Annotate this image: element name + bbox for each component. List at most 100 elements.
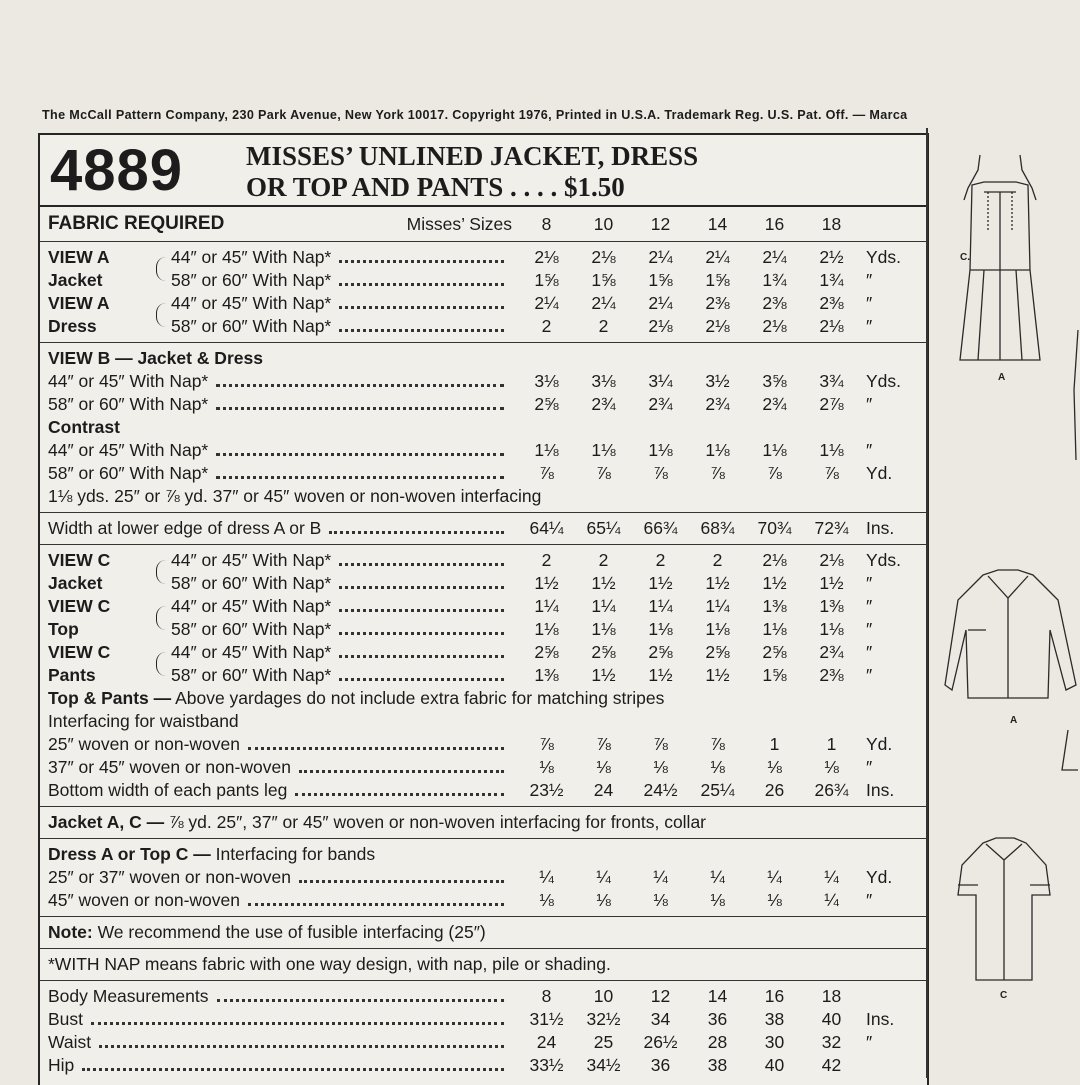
value: 2⅝ (534, 642, 559, 662)
value: 2¾ (819, 642, 844, 662)
unit: Yds. (866, 550, 902, 570)
view-label: A (1010, 715, 1017, 726)
view-tag: VIEW A (48, 293, 110, 313)
value: 1 (826, 734, 837, 754)
brace (156, 303, 167, 315)
yardage-row: Body Measurements 8 10 12 14 16 18 (40, 985, 927, 1008)
value: 2¾ (762, 394, 787, 414)
value: 2 (598, 550, 609, 570)
size: 12 (650, 213, 671, 234)
unit: ″ (866, 573, 873, 593)
value: 34 (650, 1009, 671, 1029)
dot-leader (216, 476, 504, 479)
row-label: 44″ or 45″ With Nap* (171, 550, 332, 570)
value: 2⅝ (762, 642, 787, 662)
label-cell: VIEW A 44″ or 45″ With Nap* (40, 292, 518, 315)
value: 2¼ (705, 247, 730, 267)
value: 1⅛ (591, 440, 616, 460)
value: 34½ (586, 1055, 621, 1075)
pattern-table: 4889 MISSES’ UNLINED JACKET, DRESS OR TO… (38, 133, 929, 1085)
unit: ″ (866, 596, 873, 616)
row-label: 45″ woven or non-woven (48, 890, 241, 910)
value: 3⅝ (762, 371, 787, 391)
value: 2 (541, 550, 552, 570)
row-label: 44″ or 45″ With Nap* (171, 293, 332, 313)
value: 2⅛ (648, 316, 673, 336)
value: 2⅛ (705, 316, 730, 336)
value: 2¼ (534, 293, 559, 313)
yardage-row: VIEW C 44″ or 45″ With Nap* 2 2 2 2 2⅛ 2⅛ Yds. (40, 549, 927, 572)
yardage-row: 44″ or 45″ With Nap* 1⅛ 1⅛ 1⅛ 1⅛ 1⅛ 1⅛ ″ (40, 439, 927, 462)
value: 24½ (643, 780, 678, 800)
value: 2¼ (762, 247, 787, 267)
row-label: 58″ or 60″ With Nap* (171, 316, 332, 336)
value: 1⅜ (534, 665, 559, 685)
dot-leader (339, 678, 504, 681)
yardage-row: VIEW C 44″ or 45″ With Nap* 2⅝ 2⅝ 2⅝ 2⅝ 2⅝ 2¾ ″ (40, 641, 927, 664)
title-bar: 4889 MISSES’ UNLINED JACKET, DRESS OR TO… (40, 135, 927, 205)
header-label-cell: FABRIC REQUIRED Misses’ Sizes (40, 213, 518, 236)
value: 2⅛ (591, 247, 616, 267)
note-heading: Dress A or Top C — (48, 844, 211, 864)
dot-leader (339, 283, 504, 286)
value: 2⅝ (591, 642, 616, 662)
pattern-title: MISSES’ UNLINED JACKET, DRESS (246, 141, 699, 171)
value: 1⅝ (705, 270, 730, 290)
unit: Yd. (866, 463, 893, 483)
row-label: 58″ or 60″ With Nap* (171, 573, 332, 593)
value: 2¼ (648, 293, 673, 313)
unit: ″ (866, 394, 873, 414)
brace (156, 606, 167, 618)
value: 1⅛ (819, 440, 844, 460)
unit: Yds. (866, 371, 902, 391)
value: 2⅛ (762, 550, 787, 570)
row-label: 58″ or 60″ With Nap* (48, 463, 209, 483)
label-cell: Bust (40, 1008, 518, 1031)
value: 2⅜ (819, 293, 844, 313)
dot-leader (339, 655, 504, 658)
yardage-row: 45″ woven or non-woven ⅛ ⅛ ⅛ ⅛ ⅛ ¼ ″ (40, 889, 927, 912)
value: 2½ (819, 247, 844, 267)
value: 1¼ (534, 596, 559, 616)
value: 3¼ (648, 371, 673, 391)
value: 1½ (648, 573, 673, 593)
brace (156, 560, 167, 572)
value: ⅛ (539, 890, 554, 910)
row-label: Bottom width of each pants leg (48, 780, 288, 800)
label-cell: Top 58″ or 60″ With Nap* (40, 618, 518, 641)
yardage-row: Bottom width of each pants leg 23½ 24 24½ 25… (40, 779, 927, 802)
value: ¼ (824, 867, 839, 887)
value: ⅞ (539, 463, 554, 483)
unit: ″ (866, 293, 873, 313)
label-cell: Width at lower edge of dress A or B (40, 517, 518, 540)
value: ⅛ (596, 890, 611, 910)
note-heading: Contrast (48, 417, 120, 437)
yardage-row: Bust 31½ 32½ 34 36 38 40 Ins. (40, 1008, 927, 1031)
dot-leader (339, 563, 504, 566)
row-label: 44″ or 45″ With Nap* (171, 642, 332, 662)
value: 24 (593, 780, 614, 800)
value: ¼ (539, 867, 554, 887)
value: ⅛ (653, 757, 668, 777)
section: Body Measurements 8 10 12 14 16 18 Bust 31½ 32½ 34… (40, 980, 927, 1081)
value: 16 (764, 986, 785, 1006)
value: 2⅜ (705, 293, 730, 313)
pattern-number: 4889 (50, 138, 184, 203)
dot-leader (339, 329, 504, 332)
note-text: 1⅛ yds. 25″ or ⅞ yd. 37″ or 45″ woven or… (48, 486, 542, 506)
yardage-row: 37″ or 45″ woven or non-woven ⅛ ⅛ ⅛ ⅛ ⅛ ⅛ ″ (40, 756, 927, 779)
unit: ″ (866, 757, 873, 777)
value: 2¼ (648, 247, 673, 267)
value: 1½ (591, 665, 616, 685)
value: 2 (655, 550, 666, 570)
note-line: Jacket A, C — ⅞ yd. 25″, 37″ or 45″ wove… (40, 811, 927, 834)
yardage-row: Hip 33½ 34½ 36 38 40 42 (40, 1054, 927, 1077)
row-label: 58″ or 60″ With Nap* (171, 619, 332, 639)
label-cell: 58″ or 60″ With Nap* (40, 462, 518, 485)
view-tag: Top (48, 619, 79, 639)
dot-leader (216, 999, 504, 1002)
illustrations: C. A A C (944, 154, 1079, 1001)
dress-drawing (959, 154, 1041, 361)
row-label: Hip (48, 1055, 75, 1075)
